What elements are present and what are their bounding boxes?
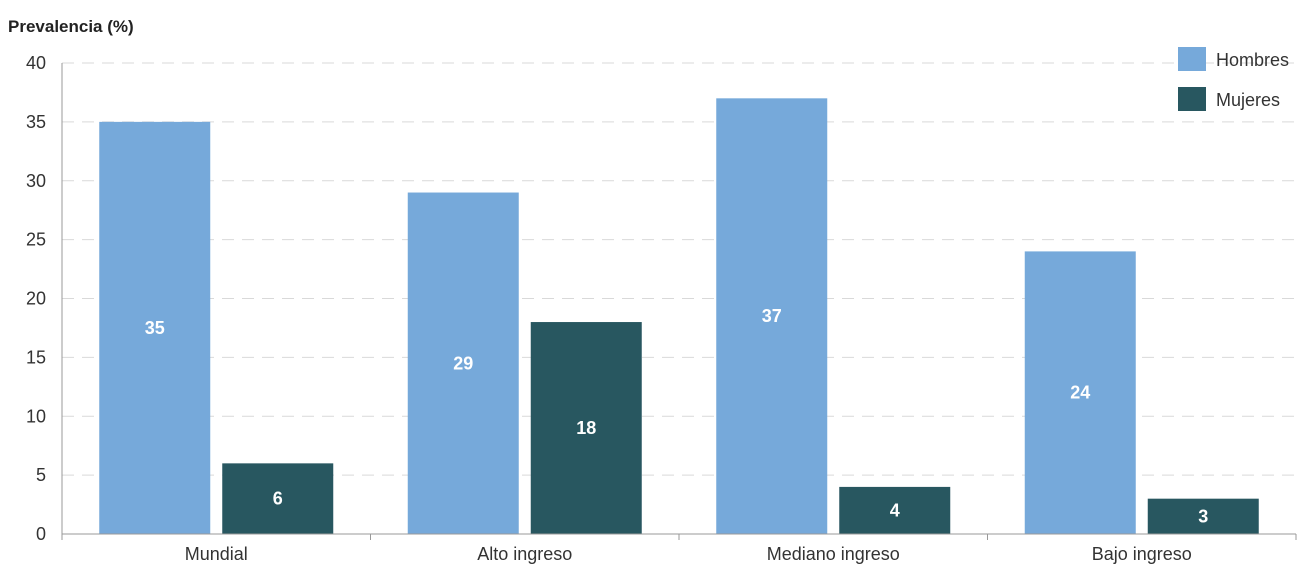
bar-hombres-4	[1024, 251, 1136, 534]
legend-swatch-mujeres	[1178, 87, 1206, 111]
bar-mujeres-3	[839, 486, 951, 534]
y-tick-label: 30	[26, 171, 46, 191]
bar-value-label: 24	[1070, 383, 1090, 403]
bar-hombres-1	[99, 121, 211, 534]
y-axis-ticks: 0 5 10 15 20 25 30 35 40	[26, 53, 63, 544]
bar-value-label: 29	[453, 353, 473, 373]
legend-swatch-hombres	[1178, 47, 1206, 71]
bar-value-label: 3	[1198, 506, 1208, 526]
x-axis: Mundial Alto ingreso Mediano ingreso Bajo i…	[61, 533, 1297, 564]
bar-mujeres-2	[530, 322, 642, 534]
y-tick-label: 20	[26, 289, 46, 309]
y-tick-label: 35	[26, 112, 46, 132]
y-tick-label: 40	[26, 53, 46, 73]
x-category-label: Mundial	[185, 544, 248, 564]
legend: Hombres Mujeres	[1178, 47, 1289, 111]
y-tick-label: 5	[36, 465, 46, 485]
y-axis-title: Prevalencia (%)	[8, 17, 134, 36]
y-tick-label: 25	[26, 230, 46, 250]
y-tick-label: 10	[26, 406, 46, 426]
bar-hombres-2	[407, 192, 519, 534]
x-category-label: Alto ingreso	[477, 544, 572, 564]
bar-value-label: 6	[273, 489, 283, 509]
legend-label: Hombres	[1216, 50, 1289, 70]
legend-label: Mujeres	[1216, 90, 1280, 110]
y-tick-label: 15	[26, 347, 46, 367]
x-category-label: Mediano ingreso	[767, 544, 900, 564]
y-tick-label: 0	[36, 524, 46, 544]
bar-mujeres-4	[1147, 498, 1259, 534]
x-category-label: Bajo ingreso	[1092, 544, 1192, 564]
bar-hombres-3	[716, 98, 828, 534]
bars: 35 6 29 18 37 4 24 3	[99, 98, 1259, 534]
bar-value-label: 4	[890, 500, 900, 520]
bar-value-label: 35	[145, 318, 165, 338]
bar-value-label: 37	[762, 306, 782, 326]
bar-mujeres-1	[222, 463, 334, 534]
bar-value-label: 18	[576, 418, 596, 438]
